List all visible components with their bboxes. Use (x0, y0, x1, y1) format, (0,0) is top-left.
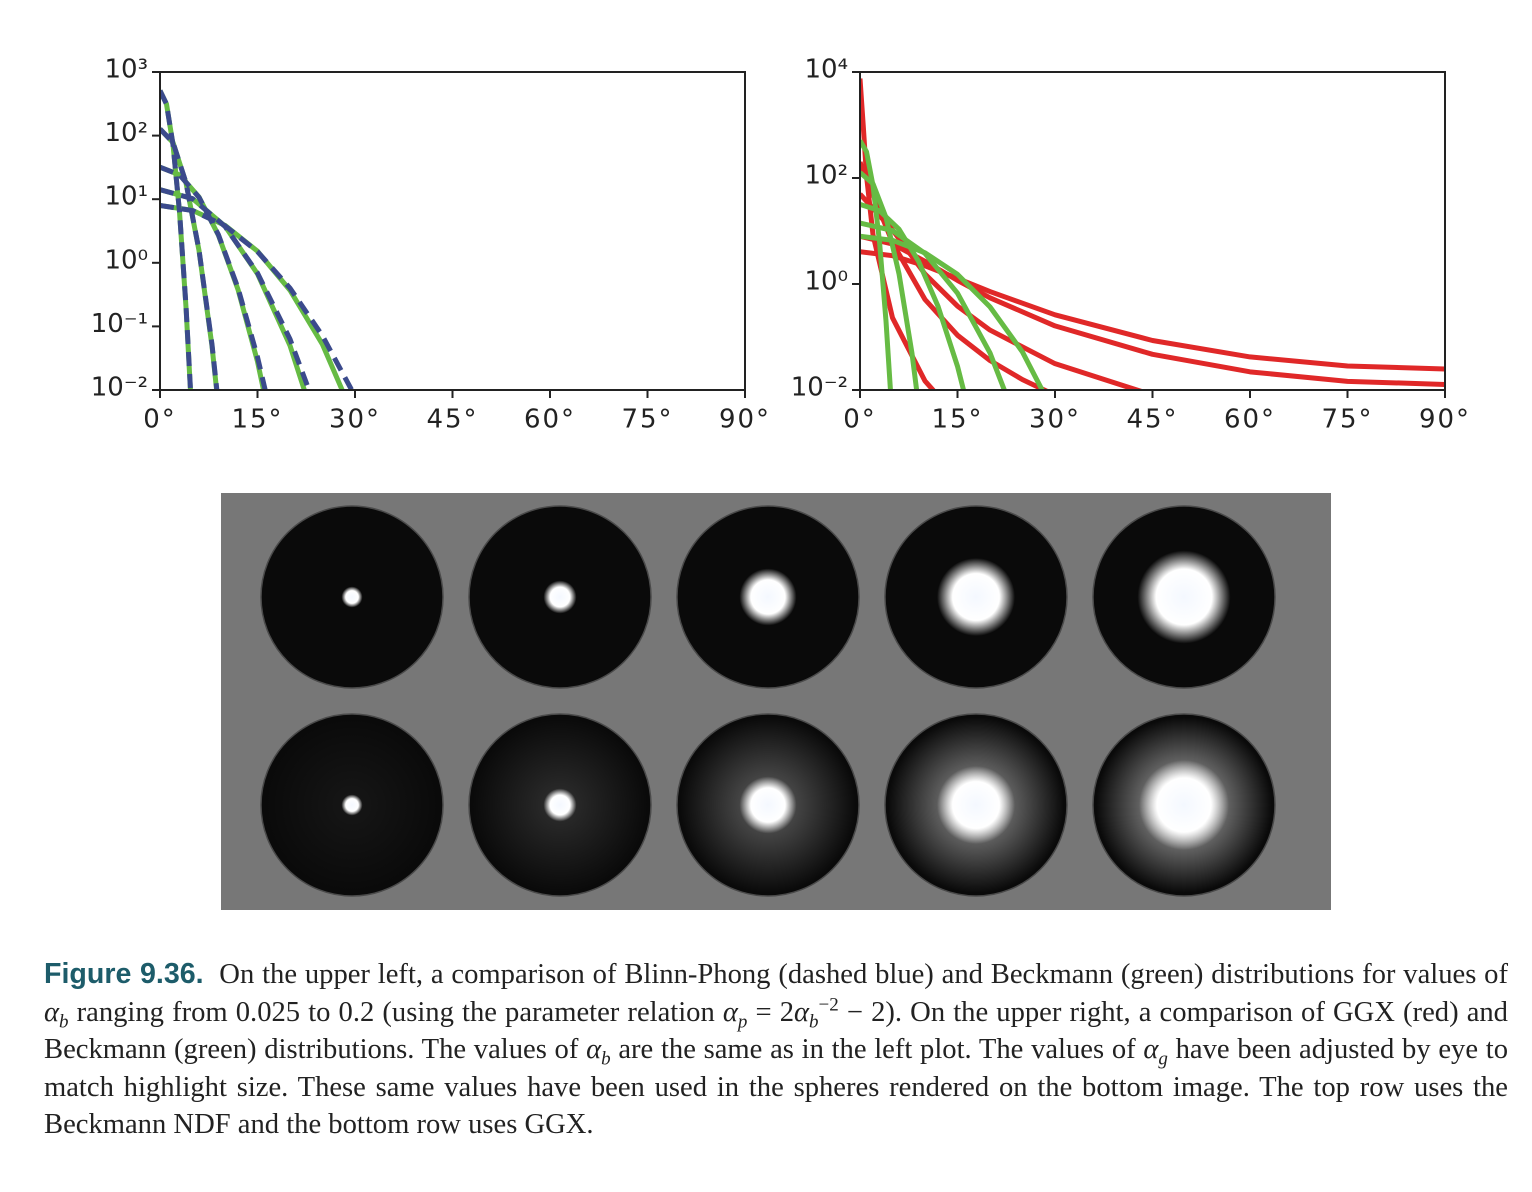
math-sub: p (737, 1011, 748, 1033)
plot (160, 89, 355, 390)
x-tick-label: 0° (143, 405, 177, 435)
caption: Figure 9.36. On the upper left, a compar… (44, 956, 1508, 1144)
math: α (722, 996, 738, 1028)
series-line (160, 203, 355, 390)
x-tick-label: 90° (719, 405, 771, 435)
caption-text: ranging from 0.025 to 0.2 (using the par… (68, 996, 723, 1028)
x-tick-label: 75° (1321, 405, 1373, 435)
series-line (860, 233, 1445, 387)
caption-text: = 2 (747, 996, 795, 1028)
series-line (860, 201, 967, 390)
y-tick-label: 10⁻¹ (91, 309, 148, 339)
series-line (160, 187, 312, 390)
x-tick-label: 0° (843, 405, 877, 435)
math: α (1143, 1034, 1159, 1066)
caption-label: Figure 9.36. (44, 958, 204, 990)
figure: 0° 15° 30° 45° 60° 75° 90° 10³ 10² 10¹ 10⁰ 10⁻¹ 10⁻²… (91, 55, 1471, 910)
series-line (160, 127, 220, 390)
plot-area (160, 72, 745, 390)
math-sub: b (601, 1048, 611, 1070)
y-tick-label: 10³ (104, 55, 148, 85)
caption-text: are the same as in the left plot. The va… (610, 1034, 1144, 1066)
caption-text: − 2). On the upper right, a comparison o… (44, 996, 1508, 1066)
y-tick-label: 10⁰ (104, 245, 148, 275)
y-tick-label: 10⁰ (804, 267, 848, 297)
highlight (937, 766, 1015, 844)
series-line (860, 220, 1008, 390)
highlight (937, 558, 1015, 636)
math-sub: b (59, 1011, 69, 1033)
caption-text: have been adjusted by eye to match highl… (44, 1034, 1508, 1141)
x-tick-label: 60° (1224, 405, 1276, 435)
y-tick-label: 10⁴ (804, 55, 848, 85)
caption-text: On the upper left, a comparison of Blinn… (219, 959, 1508, 990)
y-tick-label: 10² (104, 118, 148, 148)
x-tick-label: 30° (1029, 405, 1081, 435)
y-tick-label: 10¹ (104, 182, 148, 212)
x-tick-label: 45° (1126, 405, 1178, 435)
math-sub: g (1158, 1048, 1168, 1070)
x-tick-label: 15° (231, 405, 283, 435)
y-tick-label: 10² (804, 161, 848, 191)
x-tick-label: 15° (931, 405, 983, 435)
series-line (860, 139, 893, 390)
highlight (739, 776, 797, 834)
plot (860, 78, 1445, 390)
series-line (860, 78, 937, 390)
x-tick-label: 60° (524, 405, 576, 435)
y-tick-label: 10⁻² (91, 373, 148, 403)
highlight (341, 794, 363, 816)
x-tick-label: 75° (621, 405, 673, 435)
math: α (44, 996, 60, 1028)
math: α (794, 996, 810, 1028)
series-line (860, 249, 1445, 372)
x-tick-label: 45° (426, 405, 478, 435)
series-line (860, 233, 1045, 390)
y-tick-label: 10⁻² (791, 373, 848, 403)
series-line (160, 164, 268, 390)
series-line (860, 170, 920, 390)
highlight (341, 586, 363, 608)
highlight (1137, 550, 1231, 644)
x-tick-label: 90° (1419, 405, 1471, 435)
highlight (1139, 760, 1229, 850)
highlight (739, 568, 797, 626)
highlight (543, 788, 577, 822)
math-sub: b (809, 1011, 819, 1033)
math: α (586, 1034, 602, 1066)
x-tick-label: 30° (329, 405, 381, 435)
series-line (160, 89, 194, 390)
highlight (543, 580, 577, 614)
math-sup: −2 (818, 994, 839, 1016)
